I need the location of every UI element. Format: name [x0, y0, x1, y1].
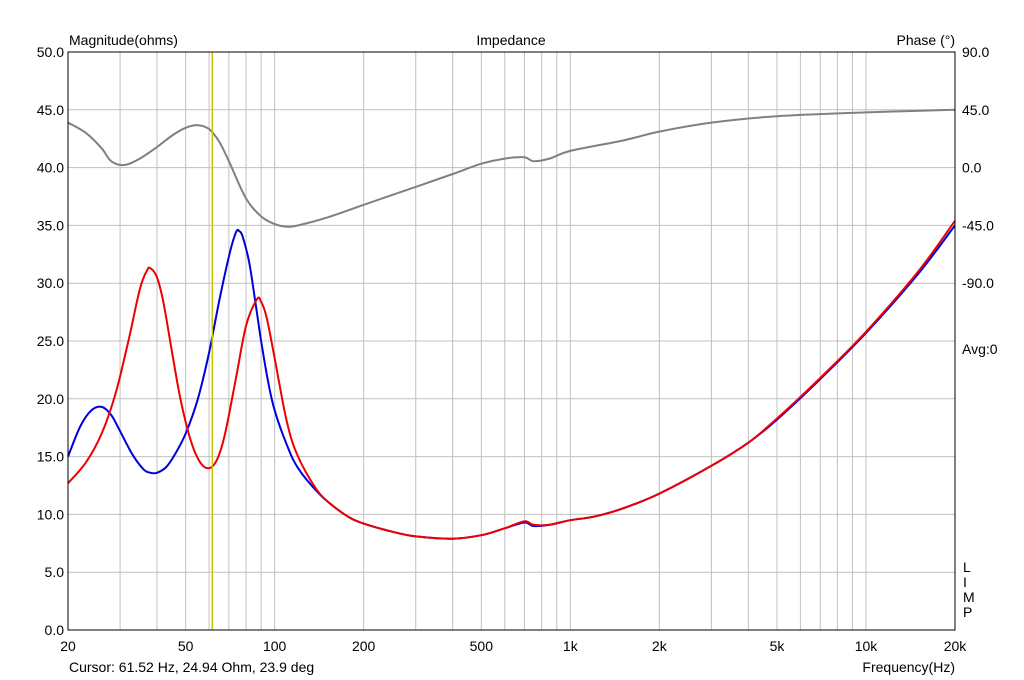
y-tick-label: 50.0	[37, 44, 64, 60]
x-tick-label: 1k	[563, 638, 579, 654]
y-tick-label: 45.0	[37, 102, 64, 118]
y-tick-label: 25.0	[37, 333, 64, 349]
x-tick-label: 20	[60, 638, 76, 654]
x-tick-label: 100	[263, 638, 287, 654]
cursor-readout: Cursor: 61.52 Hz, 24.94 Ohm, 23.9 deg	[69, 659, 314, 675]
y-tick-label: 35.0	[37, 217, 64, 233]
side-letter: L	[963, 559, 971, 575]
series-line-phase	[67, 108, 956, 228]
left-axis-label: Magnitude(ohms)	[69, 32, 178, 48]
phase-tick-label: 0.0	[962, 160, 982, 176]
avg-label: Avg:0	[962, 341, 998, 357]
y-tick-label: 5.0	[45, 564, 65, 580]
chart-title: Impedance	[476, 32, 545, 48]
phase-tick-label: 90.0	[962, 44, 989, 60]
x-tick-label: 50	[178, 638, 194, 654]
y-tick-label: 10.0	[37, 506, 64, 522]
side-letter: I	[963, 574, 967, 590]
plot-frame	[67, 51, 956, 631]
x-tick-label: 5k	[770, 638, 786, 654]
labels: 0.0 5.0 10.0 15.0 20.0 25.0 30.0 35.0 40.0 45.0 50…	[37, 44, 994, 654]
grid	[68, 51, 955, 631]
x-tick-label: 10k	[855, 638, 879, 654]
x-axis-label: Frequency(Hz)	[862, 659, 955, 675]
x-tick-label: 2k	[652, 638, 668, 654]
x-tick-label: 200	[352, 638, 376, 654]
side-letter: M	[963, 589, 975, 605]
right-axis-label: Phase (°)	[896, 32, 955, 48]
side-letter: P	[963, 604, 972, 620]
x-tick-label: 20k	[944, 638, 968, 654]
y-tick-label: 30.0	[37, 275, 64, 291]
y-tick-label: 15.0	[37, 449, 64, 465]
y-tick-label: 20.0	[37, 391, 64, 407]
curves	[67, 108, 956, 540]
x-tick-label: 500	[470, 638, 494, 654]
y-tick-label: 0.0	[45, 622, 65, 638]
phase-tick-label: 45.0	[962, 102, 989, 118]
y-tick-label: 40.0	[37, 160, 64, 176]
phase-tick-label: -90.0	[962, 275, 994, 291]
series-line-red	[67, 220, 956, 540]
phase-tick-label: -45.0	[962, 217, 994, 233]
